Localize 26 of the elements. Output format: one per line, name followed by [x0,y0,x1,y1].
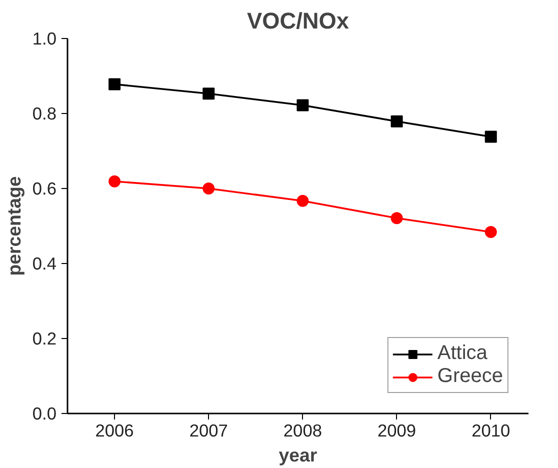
point [108,78,121,90]
point [296,99,309,112]
x-axis-title: year [278,444,318,466]
point [390,115,403,128]
point [108,175,121,188]
point [202,182,215,194]
y-tick-label: 1.0 [32,28,57,48]
y-axis-title: percentage [3,176,24,276]
y-tick-label: 0.2 [32,328,57,348]
y-tick-label: 0.8 [32,104,57,124]
y-tick-label: 0.6 [32,178,57,198]
x-tick-label: 2006 [95,420,134,440]
point [484,130,497,143]
y-tick-label: 0.4 [32,254,57,274]
x-tick-label: 2009 [378,420,416,440]
y-tick-label: 0.0 [32,404,57,424]
x-tick-label: 2008 [283,420,322,440]
legend-label: Greece [437,365,503,388]
point [390,212,403,224]
chart-title: VOC/NOx [247,8,350,34]
x-tick-label: 2007 [189,420,228,440]
legend-label: Attica [437,342,488,365]
point [202,88,215,100]
point [296,194,309,207]
point [484,226,497,238]
x-tick-label: 2010 [472,420,510,440]
